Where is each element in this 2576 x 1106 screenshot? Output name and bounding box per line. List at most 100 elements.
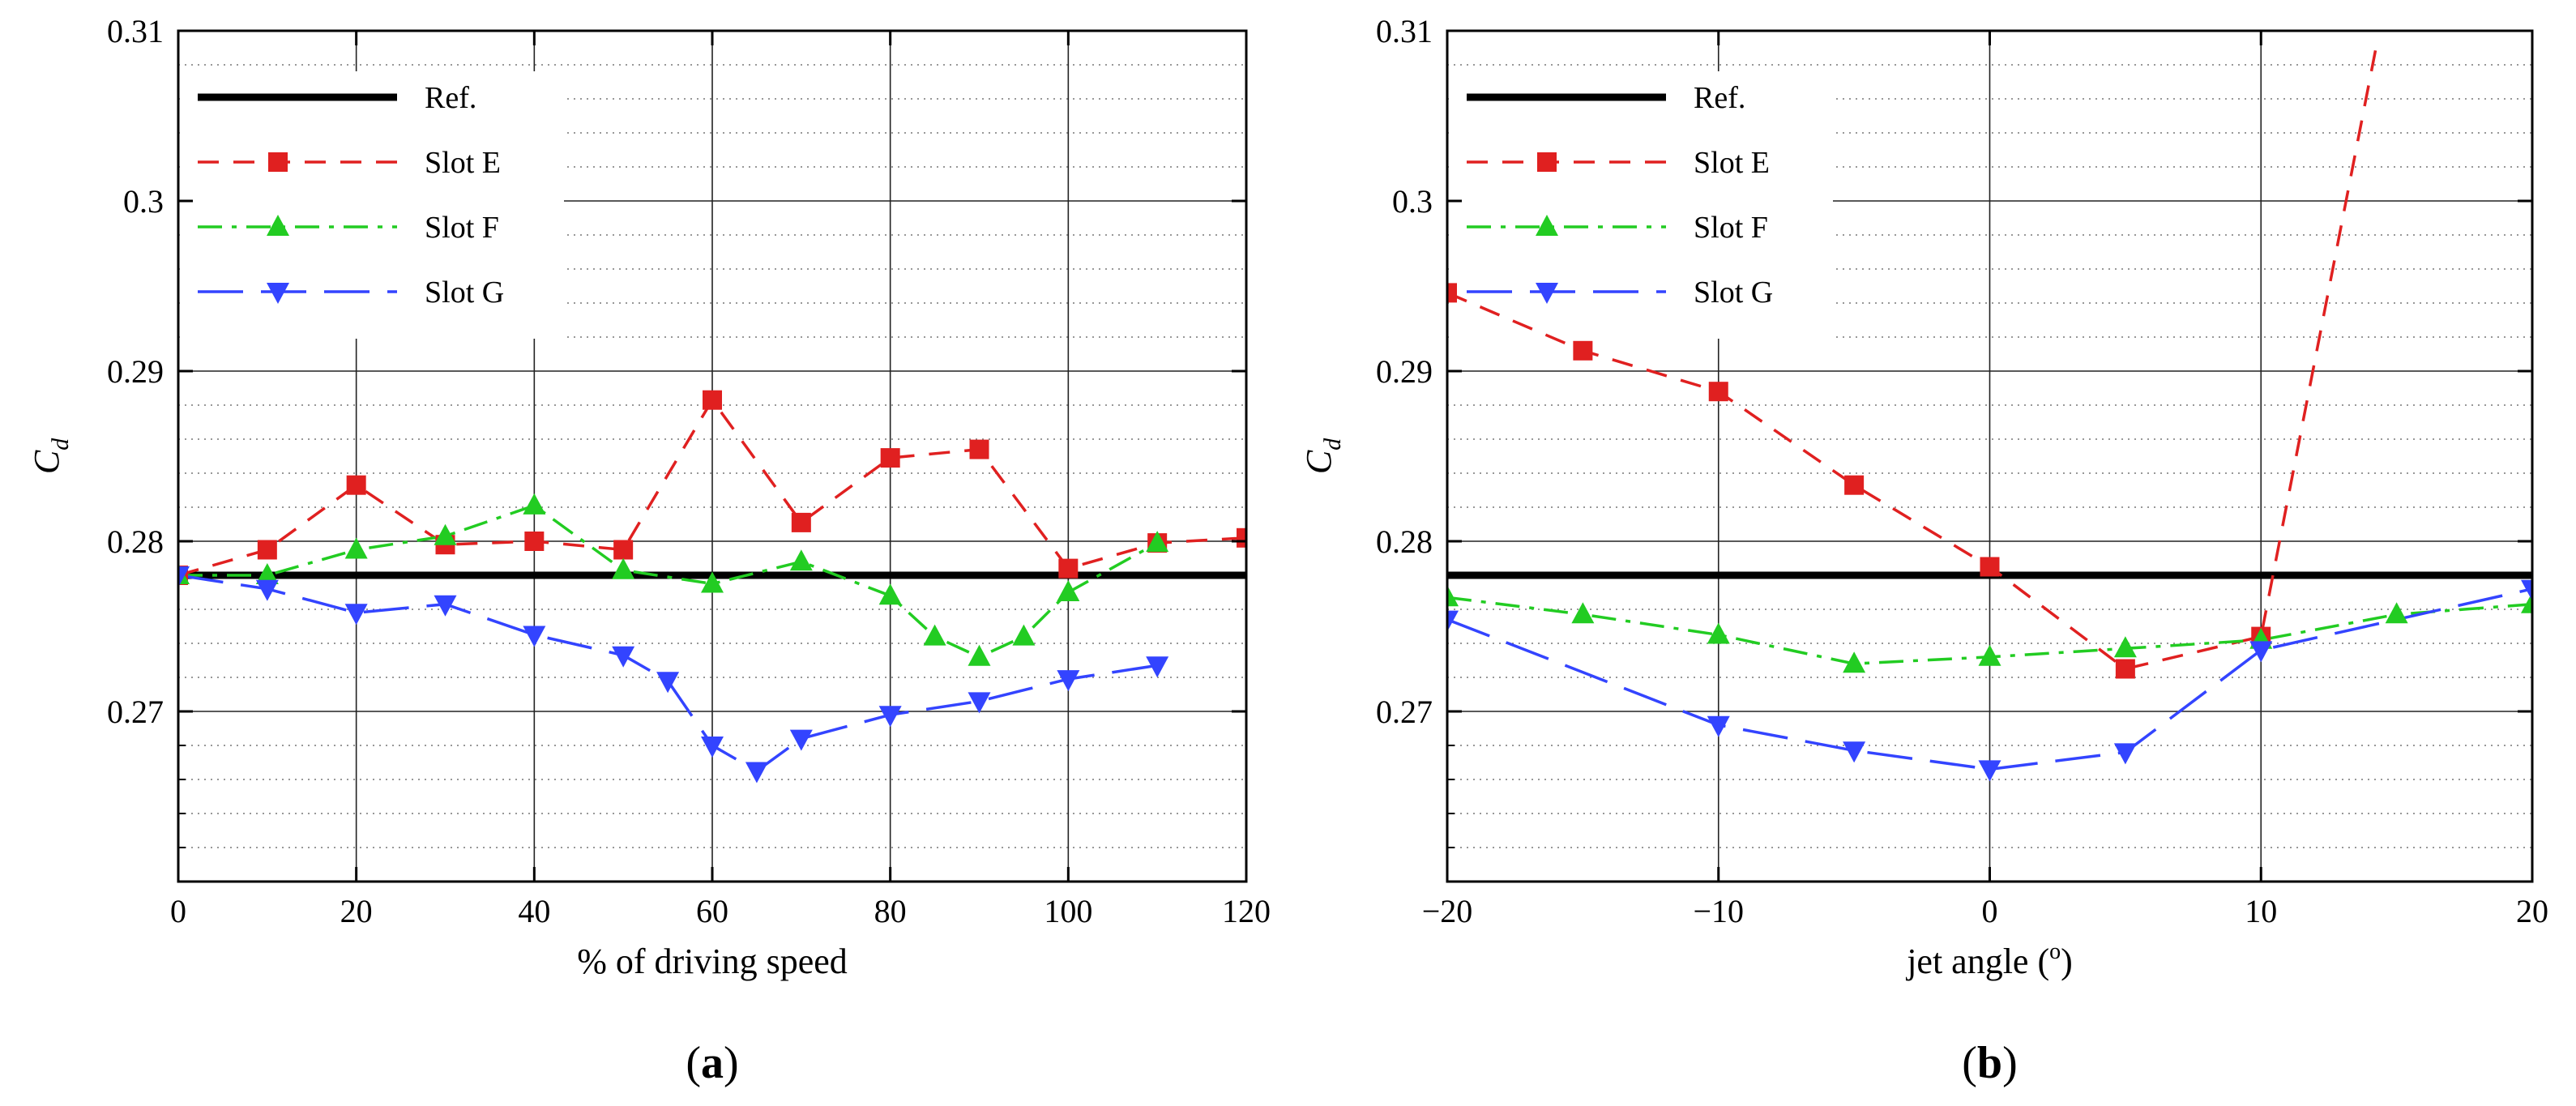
data-point-slot-g (745, 762, 768, 784)
data-point-slot-f (1012, 624, 1036, 646)
y-tick-label: 0.28 (107, 523, 164, 560)
data-point-slot-e (791, 512, 811, 532)
x-tick-label: −10 (1693, 893, 1744, 929)
y-axis-title-main: C (1299, 450, 1339, 474)
panel-label-paren: ) (724, 1038, 739, 1088)
y-tick-label: 0.27 (1376, 694, 1433, 730)
data-point-slot-g (523, 626, 546, 647)
data-point-slot-f (1843, 651, 1866, 673)
data-point-slot-f (2385, 602, 2408, 624)
panel-label-paren: ) (2002, 1038, 2018, 1088)
data-point-slot-f (1707, 622, 1730, 644)
y-tick-label: 0.3 (1392, 183, 1433, 220)
panel-a-chart: 0 20 40 60 80 100 120 0.27 0.28 0.29 0.3 0.31 % of d… (27, 13, 1271, 1088)
data-point-slot-f (968, 644, 991, 666)
data-point-slot-g (656, 672, 680, 694)
series-line-slot-f (178, 503, 1159, 659)
legend-label: Ref. (1694, 81, 1745, 115)
legend-label: Slot E (425, 146, 501, 180)
data-point-slot-g (1978, 760, 2001, 782)
legend-label: Ref. (425, 81, 476, 115)
legend-label: Slot F (425, 211, 499, 245)
data-point-slot-f (2521, 591, 2532, 613)
x-tick-label: 10 (2245, 893, 2277, 929)
y-tick-label: 0.29 (107, 353, 164, 390)
x-tick-label: 20 (2516, 893, 2548, 929)
panel-label-paren: ( (686, 1038, 701, 1088)
data-point-slot-f (523, 493, 546, 515)
data-point-slot-e (613, 540, 634, 560)
x-tick-label: 60 (696, 893, 728, 929)
legend-label: Slot G (1694, 275, 1773, 310)
y-axis-title-group: Cd (27, 438, 74, 474)
data-point-slot-g (2113, 743, 2137, 765)
y-axis-title-group: Cd (1299, 438, 1346, 474)
y-tick-label: 0.27 (107, 694, 164, 730)
y-tick-label: 0.29 (1376, 353, 1433, 390)
x-tick-label: 80 (874, 893, 907, 929)
y-tick-label: 0.31 (1376, 13, 1433, 49)
data-point-slot-e (969, 439, 989, 459)
y-axis-title-main: C (27, 450, 66, 474)
data-point-slot-g (1146, 656, 1169, 678)
data-point-slot-g (1707, 715, 1730, 737)
data-point-slot-e (1447, 283, 1457, 303)
panel-label-paren: ( (1962, 1038, 1977, 1088)
legend-marker (1536, 215, 1558, 236)
panel-label: (b) (1962, 1038, 2017, 1088)
x-tick-label: 40 (518, 893, 550, 929)
data-point-slot-e (880, 448, 900, 468)
data-point-slot-f (701, 571, 724, 593)
panel-label-letter: b (1977, 1038, 2002, 1088)
y-axis-title-subscript: d (47, 438, 74, 451)
data-point-slot-g (1447, 610, 1459, 632)
data-point-slot-e (1573, 340, 1593, 361)
x-axis-title-part: jet angle ( (1905, 942, 2049, 981)
panel-b-chart: −20 −10 0 10 20 0.27 0.28 0.29 0.3 0.31 jet angle … (1299, 13, 2548, 1088)
x-axis-title: jet angle (o) (1905, 939, 2073, 981)
legend-marker (1537, 152, 1557, 172)
data-point-slot-f (1057, 580, 1080, 601)
data-point-slot-f (2113, 636, 2137, 658)
data-point-slot-f (789, 549, 813, 571)
plot-series-group (178, 390, 1246, 784)
data-point-slot-g (344, 604, 368, 626)
x-axis-title-part: ) (2061, 942, 2073, 981)
data-point-slot-e (524, 532, 545, 551)
data-point-slot-f (344, 537, 368, 559)
y-tick-label: 0.3 (123, 183, 164, 220)
data-point-slot-g (434, 595, 457, 617)
data-point-slot-f (612, 557, 635, 579)
x-tick-label: 100 (1044, 893, 1092, 929)
data-point-slot-f (1146, 531, 1169, 553)
x-tick-label: 120 (1222, 893, 1271, 929)
legend-marker (268, 152, 288, 172)
legend-label: Slot E (1694, 146, 1770, 180)
data-point-slot-g (1843, 741, 1866, 763)
y-axis-title: Cd (1299, 438, 1346, 474)
data-point-slot-g (178, 566, 190, 587)
data-point-slot-g (255, 579, 279, 601)
data-point-slot-e (1058, 558, 1079, 579)
plot-series-group (1447, 39, 2532, 782)
legend-marker (267, 283, 289, 304)
legend-background (183, 71, 564, 339)
x-tick-label: 0 (1982, 893, 1998, 929)
data-point-slot-e (1980, 557, 2000, 577)
x-tick-label: 20 (340, 893, 373, 929)
x-tick-label: −20 (1422, 893, 1473, 929)
y-tick-label: 0.31 (107, 13, 164, 49)
data-point-slot-f (1447, 585, 1459, 607)
x-axis-title-degree: o (2049, 939, 2061, 964)
data-point-slot-e (346, 475, 366, 495)
legend-background (1452, 71, 1833, 339)
data-point-slot-f (1571, 602, 1595, 624)
data-point-slot-f (255, 563, 279, 584)
panel-label: (a) (686, 1038, 738, 1088)
data-point-slot-g (2521, 579, 2532, 601)
legend-label: Slot G (425, 275, 504, 310)
data-point-slot-f (923, 624, 946, 646)
data-point-slot-f (878, 583, 902, 605)
data-point-slot-g (789, 729, 813, 751)
data-point-slot-f (434, 523, 457, 545)
